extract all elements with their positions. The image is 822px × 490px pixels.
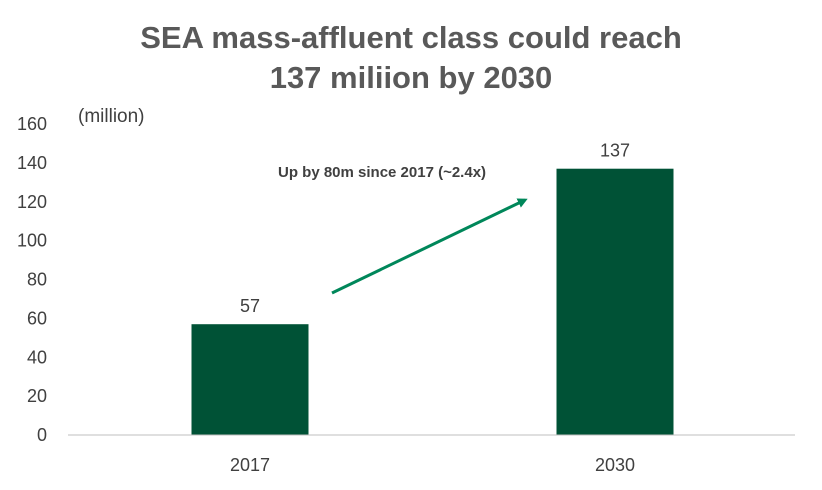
data-label-2030: 137 [600,141,630,161]
y-axis-unit-label: (million) [78,106,145,127]
chart-title: SEA mass-affluent class could reach 137 … [0,18,822,98]
x-category-label-2030: 2030 [595,455,635,475]
chart-title-line-1: SEA mass-affluent class could reach [140,20,682,55]
bar-2030 [556,168,674,436]
chart-title-line-2: 137 miliion by 2030 [269,60,553,95]
y-tick-label: 140 [17,153,47,173]
y-tick-label: 160 [17,114,47,134]
y-tick-label: 40 [27,347,47,367]
y-tick-label: 80 [27,270,47,290]
y-tick-label: 60 [27,308,47,328]
y-tick-label: 100 [17,231,47,251]
y-tick-label: 0 [37,425,47,445]
x-category-label-2017: 2017 [230,455,270,475]
y-tick-label: 20 [27,386,47,406]
bar-2017 [191,324,309,435]
growth-annotation: Up by 80m since 2017 (~2.4x) [278,164,486,181]
y-tick-label: 120 [17,192,47,212]
growth-arrow [331,198,528,295]
data-label-2017: 57 [240,296,260,316]
